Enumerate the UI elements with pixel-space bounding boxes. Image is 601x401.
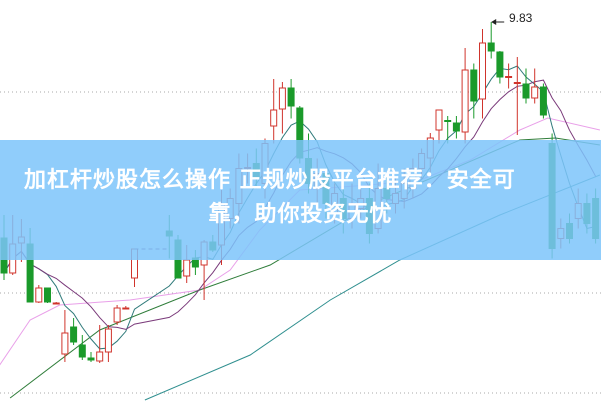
candle-body: [487, 42, 495, 52]
candle-body: [113, 307, 121, 323]
candle: [87, 352, 95, 362]
candle-body: [505, 76, 513, 78]
candle: [522, 68, 530, 104]
candle-body: [61, 332, 69, 355]
candle: [61, 310, 69, 362]
candle: [104, 325, 112, 362]
title-line-2: 靠，助你投资无忧: [208, 202, 393, 227]
candle: [70, 318, 78, 345]
candle: [52, 302, 60, 305]
candle-body: [470, 69, 478, 102]
candle-body: [496, 51, 504, 78]
candle-body: [522, 83, 530, 99]
candle-body: [444, 120, 452, 122]
candle-body: [461, 69, 469, 133]
candle: [539, 83, 547, 119]
article-title: 加杠杆炒股怎么操作 正规炒股平台推荐：安全可 靠，助你投资无忧: [0, 164, 601, 232]
candle: [113, 305, 121, 325]
candle-body: [104, 328, 112, 353]
candle: [496, 51, 504, 84]
candle: [122, 306, 130, 310]
candle-body: [479, 42, 486, 100]
candle: [96, 325, 104, 363]
candle: [270, 79, 278, 144]
title-banner: [0, 140, 601, 260]
candle-body: [531, 86, 539, 99]
candle: [461, 48, 469, 144]
candle: [44, 287, 51, 303]
candle-body: [513, 82, 521, 84]
candle-body: [70, 326, 78, 343]
candle: [35, 285, 43, 303]
candle-body: [78, 344, 86, 358]
candle: [452, 116, 460, 139]
candle-body: [435, 109, 443, 131]
candle-body: [183, 259, 191, 277]
high-price-label: 9.83: [509, 11, 533, 25]
candle: [479, 29, 486, 119]
candle: [505, 63, 513, 89]
candle: [444, 116, 452, 144]
candle: [278, 82, 286, 134]
candle-body: [270, 109, 278, 127]
candle: [287, 79, 295, 119]
candle-body: [539, 86, 547, 116]
candle: [487, 22, 495, 59]
arrow-head: [491, 19, 497, 25]
candle-body: [452, 122, 460, 132]
candle-body: [87, 357, 95, 361]
candle-body: [52, 302, 60, 305]
candle: [78, 335, 86, 360]
title-line-1: 加杠杆炒股怎么操作 正规炒股平台推荐：安全可: [24, 168, 516, 193]
candle: [435, 109, 443, 144]
high-marker-arrow-icon: [491, 19, 505, 25]
candle: [531, 68, 539, 104]
candle: [470, 63, 478, 119]
candle-body: [278, 87, 286, 110]
candle-body: [96, 351, 104, 362]
candle: [513, 57, 521, 135]
candle-body: [44, 287, 51, 303]
candle-body: [287, 87, 295, 107]
candle-body: [35, 287, 43, 303]
candle-body: [122, 307, 130, 310]
